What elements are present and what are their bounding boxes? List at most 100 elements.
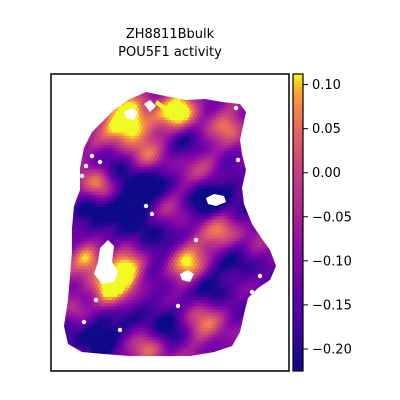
spot	[124, 144, 129, 149]
spot	[156, 169, 162, 174]
spot	[182, 132, 187, 137]
spot	[119, 160, 124, 165]
spot	[133, 172, 138, 177]
spot	[108, 191, 113, 196]
spot	[221, 113, 226, 118]
spot	[111, 166, 117, 171]
spot	[99, 175, 104, 180]
spot	[205, 172, 210, 177]
spot	[142, 95, 147, 100]
spot	[117, 200, 122, 205]
spot	[234, 178, 239, 184]
spot	[113, 163, 118, 168]
spot	[185, 169, 190, 174]
spot	[191, 160, 196, 165]
spot	[142, 107, 147, 112]
spot	[165, 166, 171, 171]
spot	[115, 160, 120, 165]
spot	[210, 151, 216, 156]
spot	[210, 169, 216, 174]
spot	[160, 95, 165, 100]
spot	[214, 163, 219, 168]
spot	[201, 123, 207, 128]
spot	[135, 169, 140, 174]
spot	[119, 172, 124, 177]
spot	[180, 154, 185, 159]
spot	[126, 129, 131, 134]
spot	[147, 166, 153, 171]
spot	[205, 166, 210, 171]
spot	[227, 160, 232, 165]
spot	[137, 191, 142, 196]
spot	[117, 163, 122, 168]
spot	[236, 138, 241, 143]
spot	[169, 166, 174, 171]
spot	[185, 113, 190, 118]
spot	[194, 178, 199, 184]
spot	[165, 123, 171, 128]
spot	[191, 129, 196, 134]
spot	[126, 147, 131, 153]
spot	[227, 123, 232, 128]
spot	[196, 151, 201, 156]
spot	[108, 123, 113, 128]
spot	[102, 126, 108, 131]
spot	[203, 144, 208, 149]
spot	[128, 163, 133, 168]
spot	[228, 182, 234, 187]
spot	[180, 147, 185, 153]
spot	[102, 157, 108, 162]
spot	[93, 191, 99, 196]
spot	[90, 203, 95, 208]
spot	[182, 169, 187, 174]
spot	[225, 175, 230, 180]
spot	[117, 120, 122, 125]
spot	[173, 98, 178, 103]
spot	[84, 144, 90, 149]
spot	[219, 116, 225, 122]
spot	[147, 135, 153, 140]
spot	[117, 157, 122, 162]
spot	[192, 151, 198, 156]
spot	[160, 120, 165, 125]
spot	[234, 116, 239, 122]
spot	[137, 104, 142, 109]
spot	[158, 160, 163, 165]
spot	[144, 129, 149, 134]
spot	[227, 129, 232, 134]
spot	[115, 116, 120, 122]
spot	[86, 160, 91, 165]
spot	[196, 175, 201, 180]
spot	[201, 160, 207, 165]
spot	[236, 132, 241, 137]
spot	[176, 110, 181, 115]
spot	[122, 116, 127, 122]
spot	[176, 172, 181, 177]
spot	[155, 110, 160, 115]
spot	[113, 157, 118, 162]
spot	[182, 163, 187, 168]
spot	[162, 141, 167, 146]
spot	[164, 194, 169, 199]
spot	[155, 166, 160, 171]
spot	[92, 151, 97, 156]
spot	[119, 135, 124, 140]
spot	[196, 107, 201, 112]
spot	[138, 169, 144, 174]
spot	[212, 123, 217, 128]
spot	[223, 147, 228, 153]
spot	[160, 169, 165, 174]
spot	[223, 185, 228, 190]
spot	[117, 169, 122, 174]
spot	[108, 160, 113, 165]
spot	[183, 147, 189, 153]
spot	[162, 160, 167, 165]
spot	[194, 191, 199, 196]
spot	[178, 157, 183, 162]
spot	[173, 110, 178, 115]
spot	[115, 154, 120, 159]
spot	[218, 113, 223, 118]
spot	[90, 197, 95, 202]
spot	[236, 188, 241, 193]
spot	[201, 110, 207, 115]
